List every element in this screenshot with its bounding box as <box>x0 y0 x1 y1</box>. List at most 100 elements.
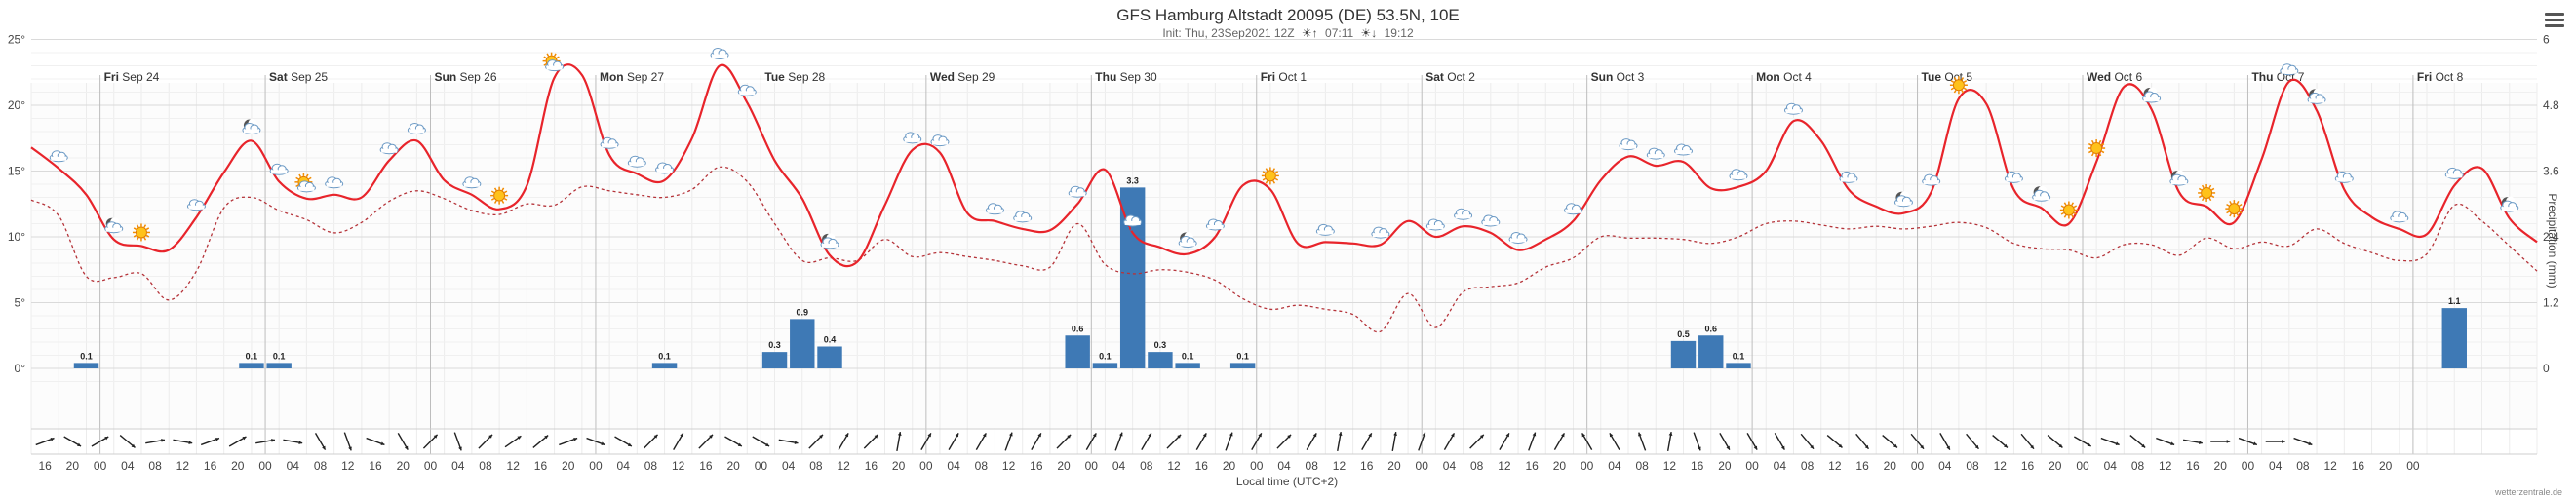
wind-arrow <box>366 437 385 446</box>
wind-arrow-head <box>1393 432 1397 436</box>
x-axis-tick-label: 16 <box>1360 459 1374 473</box>
chart-header: GFS Hamburg Altstadt 20095 (DE) 53.5N, 1… <box>0 0 2576 43</box>
cloudy-icon <box>379 142 399 155</box>
wind-arrow <box>63 436 82 447</box>
day-name: Mon <box>600 70 627 84</box>
wind-arrow-head <box>573 437 578 441</box>
precipitation-value-label: 0.4 <box>824 335 837 345</box>
day-name: Tue <box>1922 70 1945 84</box>
sun-ray <box>490 190 495 194</box>
sun-ray <box>2198 187 2203 191</box>
sun-ray <box>2098 139 2102 144</box>
x-axis-tick-label: 20 <box>2379 459 2393 473</box>
cloud-fill <box>822 243 839 248</box>
wind-arrow <box>975 432 987 451</box>
wind-arrow-head <box>1229 432 1233 437</box>
precipitation-value-label: 0.6 <box>1072 324 1084 333</box>
wind-arrow <box>2020 433 2035 450</box>
x-axis-tick-label: 16 <box>1691 459 1704 473</box>
x-axis-tick-label: 20 <box>1553 459 1567 473</box>
wind-arrow-head <box>1726 445 1730 450</box>
sun-ray <box>2239 204 2243 207</box>
cloud-fill <box>2446 173 2463 178</box>
wind-arrow-head <box>1368 433 1372 438</box>
sun-ray <box>501 200 505 204</box>
precipitation-bar <box>1229 363 1256 368</box>
day-date: Oct 2 <box>1447 70 1475 84</box>
precip-axis-tick: 0 <box>2543 362 2550 375</box>
cloud-fill <box>381 148 398 153</box>
sun-ray <box>1950 80 1955 83</box>
cloud-fill <box>2006 177 2022 182</box>
wind-arrow-head <box>680 433 683 438</box>
sun-ray <box>2239 211 2243 214</box>
sun-ray <box>490 198 495 201</box>
wind-arrow-head <box>1946 445 1950 450</box>
x-axis-tick-label: 00 <box>1250 459 1264 473</box>
x-axis-tick-label: 16 <box>38 459 52 473</box>
wind-arrow <box>255 438 276 444</box>
x-axis-tick-label: 08 <box>1470 459 1484 473</box>
wind-arrow <box>752 436 770 447</box>
x-axis-tick-label: 12 <box>1498 459 1511 473</box>
wind-arrow <box>948 432 959 451</box>
wind-arrow-head <box>1148 433 1151 438</box>
night-cloudy-icon <box>2169 170 2189 186</box>
x-axis-tick-label: 00 <box>1085 459 1099 473</box>
sun-ray <box>2210 195 2215 199</box>
precipitation-value-label: 0.1 <box>1182 351 1194 361</box>
sunset-icon: ☀↓ <box>1360 26 1378 40</box>
sun-ray <box>136 224 139 228</box>
wind-arrow <box>1306 432 1317 451</box>
night-cloudy-icon <box>1178 232 1197 249</box>
cloud-fill <box>739 91 756 96</box>
partly-cloudy-icon <box>542 52 565 72</box>
sun-ray <box>298 173 302 178</box>
x-axis-tick-label: 16 <box>1525 459 1539 473</box>
x-axis-tick-label: 12 <box>672 459 685 473</box>
cloud-fill <box>1895 201 1912 206</box>
wind-arrow-head <box>1838 443 1843 448</box>
wind-arrow-head <box>844 433 849 438</box>
x-axis-tick-label: 16 <box>2352 459 2365 473</box>
cloud-fill <box>51 156 67 161</box>
precipitation-bar <box>651 363 678 368</box>
wind-arrow <box>1939 432 1951 451</box>
cloud-fill <box>1124 220 1141 225</box>
sun-ray <box>2100 142 2105 146</box>
cloud-fill <box>2309 98 2325 103</box>
x-axis-tick-label: 20 <box>562 459 575 473</box>
sun-disc <box>135 226 147 239</box>
day-label: Wed Sep 29 <box>930 70 995 84</box>
wind-arrow-head <box>458 446 462 451</box>
night-cloudy-icon <box>2500 196 2519 212</box>
cloudy-icon <box>1481 214 1501 227</box>
day-label: Thu Sep 30 <box>1095 70 1157 84</box>
cloud-fill <box>1207 225 1224 229</box>
cloudy-icon <box>49 150 68 163</box>
sun-ray <box>493 200 497 204</box>
wind-arrow-head <box>1698 446 1701 451</box>
cloudy-icon <box>2280 63 2299 76</box>
temp-axis-tick: 5° <box>15 296 26 310</box>
wind-arrow <box>1826 435 1843 448</box>
wind-arrow-head <box>1609 433 1614 438</box>
x-axis-tick-label: 04 <box>782 459 796 473</box>
sun-ray <box>2073 205 2078 209</box>
wind-arrow <box>1337 432 1343 451</box>
chart-subtitle: Init: Thu, 23Sep2021 12Z ☀↑ 07:11 ☀↓ 19:… <box>0 26 2576 40</box>
cloudy-icon <box>1013 211 1033 223</box>
wind-arrow <box>1882 435 1898 448</box>
day-name: Tue <box>764 70 788 84</box>
day-label: Fri Sep 24 <box>104 70 160 84</box>
chart-title: GFS Hamburg Altstadt 20095 (DE) 53.5N, 1… <box>1116 6 1460 24</box>
x-axis-tick-label: 16 <box>1030 459 1043 473</box>
cloud-fill <box>2336 177 2353 182</box>
x-axis-tick-label: 12 <box>1002 459 1016 473</box>
chart-menu-button[interactable] <box>2543 10 2566 33</box>
sun-ray <box>1262 171 1267 174</box>
day-date: Sep 30 <box>1120 70 1157 84</box>
wind-arrow <box>1361 432 1373 451</box>
wind-arrow-head <box>897 432 902 436</box>
precipitation-bar <box>817 346 842 368</box>
